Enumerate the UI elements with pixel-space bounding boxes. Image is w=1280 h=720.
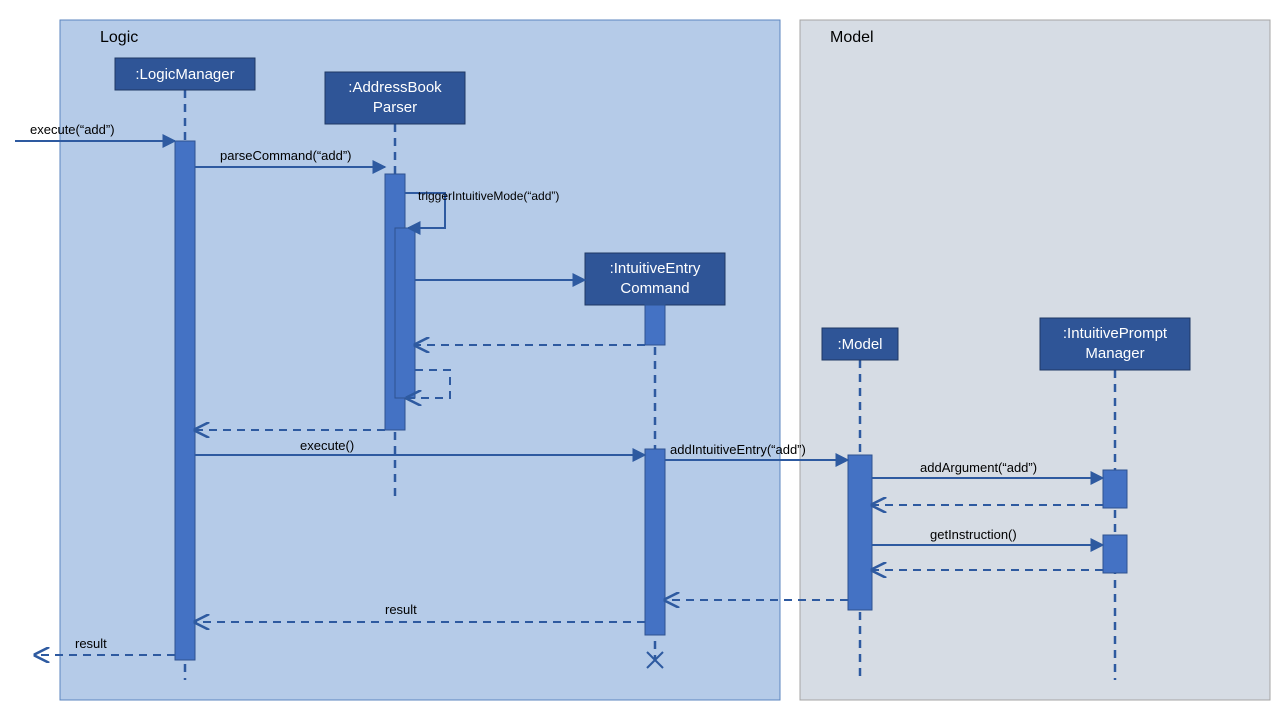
activation-iec-create [645,305,665,345]
activation-ipm-addArg [1103,470,1127,508]
model-label: :Model [837,336,882,353]
msg-parseCommand-label: parseCommand(“add”) [220,148,352,163]
msg-execute-call-label: execute() [300,438,354,453]
activation-iec-exec [645,449,665,635]
msg-result-out-label: result [75,636,107,651]
logic-frame-title: Logic [100,29,138,46]
msg-addArgument-label: addArgument(“add”) [920,460,1037,475]
logicManager-label: :LogicManager [135,66,234,83]
activation-model-exec [848,455,872,610]
intuitivePromptManager-label1: :IntuitivePrompt [1063,325,1168,342]
model-frame-title: Model [830,29,874,46]
sequence-diagram: Logic Model :LogicManager :AddressBook Par… [0,0,1280,720]
msg-getInstruction-label: getInstruction() [930,527,1017,542]
msg-triggerIntuitive-label: triggerIntuitiveMode(“add”) [418,189,559,203]
msg-addIntuitiveEntry-label: addIntuitiveEntry(“add”) [670,442,806,457]
intuitiveEntryCommand-label2: Command [620,280,689,297]
msg-execute-in-label: execute(“add”) [30,122,115,137]
activation-parser-inner [395,228,415,398]
activation-logicManager-main [175,141,195,660]
activation-ipm-getInstr [1103,535,1127,573]
addressBookParser-label2: Parser [373,99,417,116]
intuitivePromptManager-label2: Manager [1085,345,1144,362]
msg-result-to-lm-label: result [385,602,417,617]
intuitiveEntryCommand-label1: :IntuitiveEntry [610,260,701,277]
addressBookParser-label1: :AddressBook [348,79,442,96]
